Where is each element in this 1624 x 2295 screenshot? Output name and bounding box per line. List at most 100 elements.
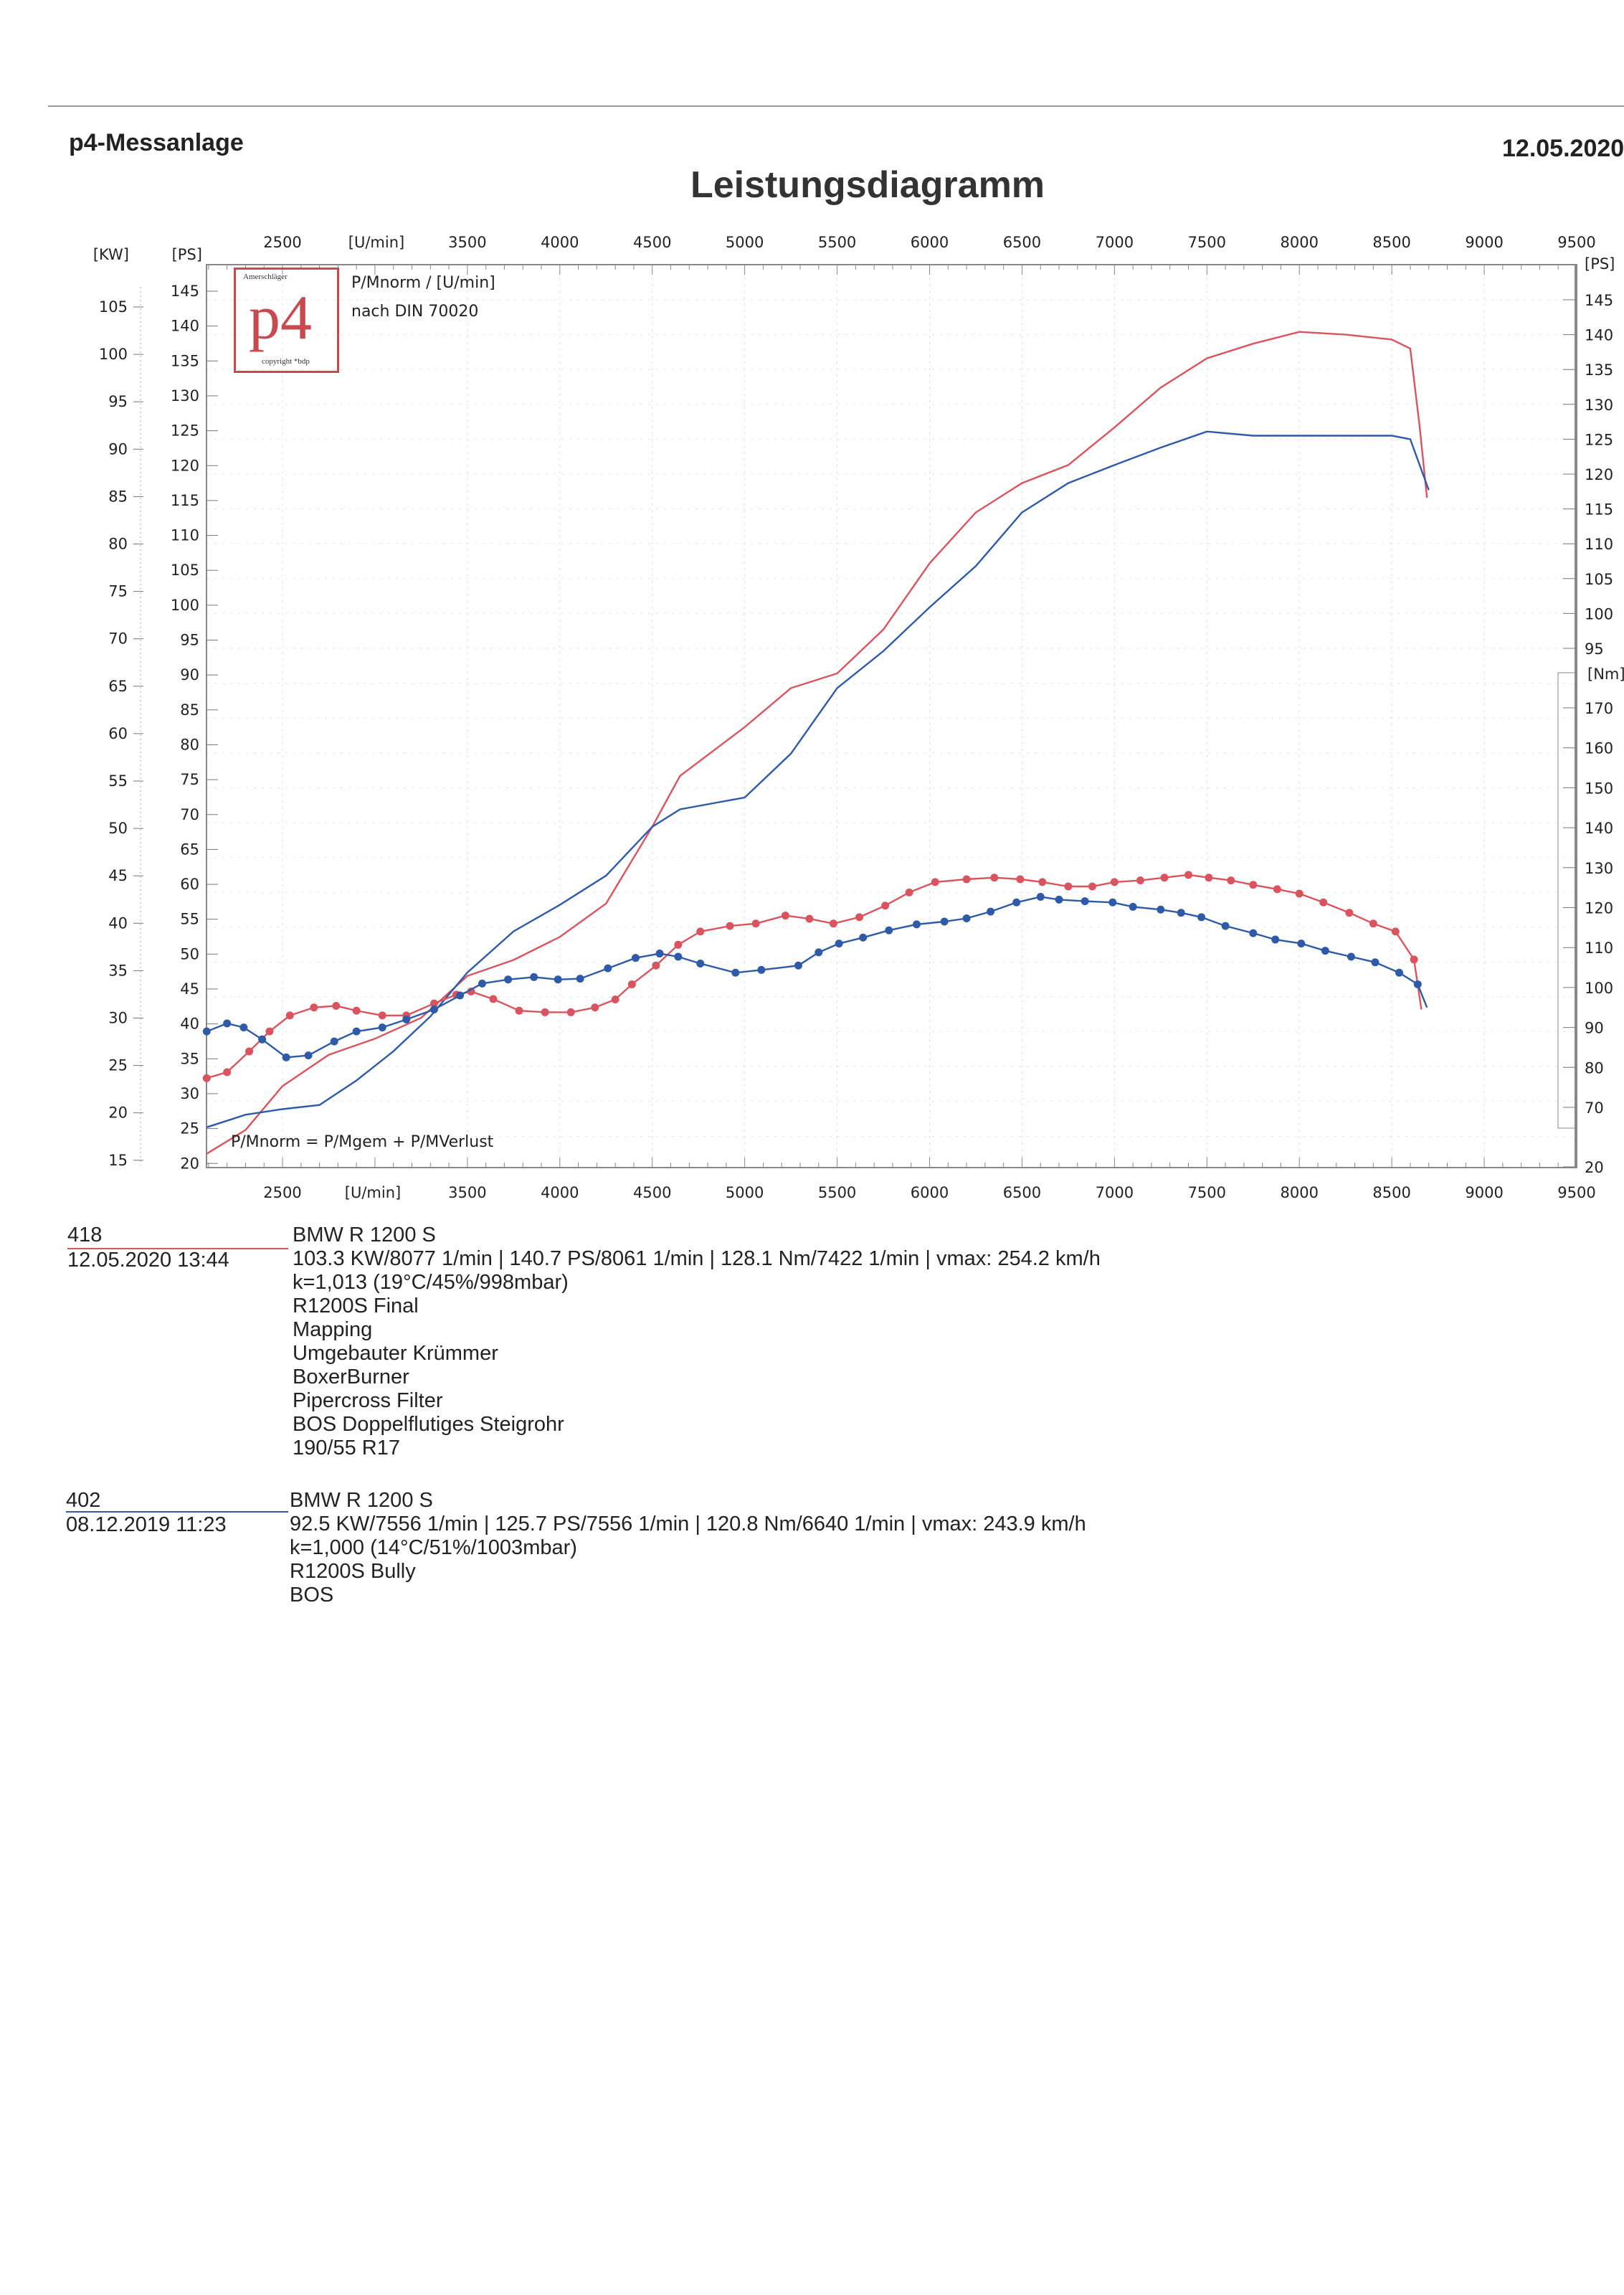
ps-left-tick-label: 125 bbox=[171, 422, 199, 440]
nm-tick-label: 80 bbox=[1585, 1059, 1604, 1076]
torque-point-402 bbox=[1177, 909, 1185, 917]
torque-point-402 bbox=[1197, 913, 1206, 922]
nm-tick-label: 130 bbox=[1585, 860, 1613, 877]
torque-point-402 bbox=[632, 954, 640, 962]
x-tick-label-bottom: 5000 bbox=[726, 1184, 764, 1201]
torque-point-418 bbox=[726, 922, 734, 930]
x-tick-label-bottom: 7000 bbox=[1096, 1184, 1134, 1201]
torque-point-402 bbox=[330, 1037, 338, 1046]
run-line: 103.3 KW/8077 1/min | 140.7 PS/8061 1/mi… bbox=[293, 1247, 1101, 1270]
torque-point-402 bbox=[987, 907, 995, 916]
torque-point-402 bbox=[962, 914, 971, 923]
torque-point-402 bbox=[530, 973, 538, 981]
kw-tick-label: 45 bbox=[108, 867, 128, 884]
x-tick-label-bottom: 9000 bbox=[1465, 1184, 1503, 1201]
kw-tick-label: 30 bbox=[108, 1010, 128, 1027]
kw-tick-label: 90 bbox=[108, 440, 128, 458]
torque-point-402 bbox=[604, 964, 612, 973]
ps-right-tick-label: 100 bbox=[1585, 605, 1613, 623]
x-tick-label-bottom: 5500 bbox=[818, 1184, 856, 1201]
torque-point-402 bbox=[912, 920, 921, 929]
torque-point-418 bbox=[245, 1047, 254, 1056]
kw-tick-label: 80 bbox=[108, 536, 128, 553]
run-line: 92.5 KW/7556 1/min | 125.7 PS/7556 1/min… bbox=[290, 1513, 1086, 1535]
ps-left-tick-label: 30 bbox=[180, 1085, 199, 1102]
formula-note: P/Mnorm = P/Mgem + P/MVerlust bbox=[231, 1133, 494, 1151]
torque-point-402 bbox=[304, 1051, 313, 1060]
torque-point-402 bbox=[258, 1035, 267, 1044]
torque-point-418 bbox=[202, 1074, 211, 1082]
header-date: 12.05.2020 bbox=[1502, 135, 1624, 162]
legend-line-1: P/Mnorm / [U/min] bbox=[351, 274, 495, 292]
torque-point-402 bbox=[794, 961, 802, 970]
ps-left-tick-label: 100 bbox=[171, 597, 199, 614]
ps-left-tick-label: 85 bbox=[180, 701, 199, 719]
x-tick-label-bottom: 8500 bbox=[1372, 1184, 1410, 1201]
plot-frame bbox=[206, 264, 1577, 1168]
run-line: k=1,013 (19°C/45%/998mbar) bbox=[293, 1271, 569, 1294]
run-datetime-418: 12.05.2020 13:44 bbox=[67, 1249, 229, 1272]
ps-left-tick-label: 20 bbox=[180, 1155, 199, 1172]
x-axis-label-top: [U/min] bbox=[348, 234, 404, 251]
kw-tick-label: 60 bbox=[108, 725, 128, 742]
ps-left-tick-label: 80 bbox=[180, 736, 199, 753]
torque-point-402 bbox=[576, 975, 584, 983]
torque-point-418 bbox=[674, 940, 683, 949]
torque-point-418 bbox=[285, 1011, 294, 1020]
power-curve-402 bbox=[206, 430, 1430, 1128]
torque-point-418 bbox=[310, 1003, 318, 1012]
ps-right-axis-label: [PS] bbox=[1585, 255, 1615, 273]
torque-point-418 bbox=[652, 961, 660, 970]
logo-copyright: copyright *bdp bbox=[262, 357, 310, 366]
torque-point-402 bbox=[1413, 980, 1422, 988]
run-line: BMW R 1200 S bbox=[293, 1224, 436, 1246]
kw-tick-label: 105 bbox=[99, 298, 128, 316]
nm-tick-label: 170 bbox=[1585, 700, 1613, 717]
x-tick-label-top: 7000 bbox=[1096, 234, 1134, 251]
run-line: BOS Doppelflutiges Steigrohr bbox=[293, 1413, 564, 1436]
torque-point-402 bbox=[655, 950, 664, 958]
run-line: Mapping bbox=[293, 1318, 373, 1341]
torque-point-402 bbox=[940, 917, 949, 926]
page-title: Leistungsdiagramm bbox=[690, 164, 1045, 206]
run-line: BMW R 1200 S bbox=[290, 1489, 433, 1512]
ps-left-tick-label: 130 bbox=[171, 387, 199, 404]
ps-left-axis-label: [PS] bbox=[172, 246, 202, 263]
torque-point-402 bbox=[885, 926, 893, 934]
torque-point-418 bbox=[990, 874, 999, 882]
ps-right-tick-label: 125 bbox=[1585, 431, 1613, 448]
torque-point-418 bbox=[515, 1006, 523, 1015]
kw-tick-label: 15 bbox=[108, 1152, 128, 1169]
torque-point-418 bbox=[223, 1068, 232, 1076]
x-tick-label-top: 5500 bbox=[818, 234, 856, 251]
x-tick-label-bottom: 2500 bbox=[263, 1184, 301, 1201]
torque-point-418 bbox=[1184, 871, 1193, 879]
nm-tick-label: 140 bbox=[1585, 820, 1613, 837]
ps-left-tick-label: 120 bbox=[171, 457, 199, 474]
torque-point-418 bbox=[541, 1008, 549, 1016]
torque-point-402 bbox=[815, 948, 823, 957]
kw-axis-label: [KW] bbox=[93, 246, 129, 263]
run-id-402: 402 bbox=[66, 1489, 101, 1512]
torque-point-402 bbox=[1249, 929, 1258, 937]
kw-tick-label: 75 bbox=[108, 583, 128, 600]
nm-tick-label: 70 bbox=[1585, 1099, 1604, 1117]
torque-point-402 bbox=[1321, 947, 1329, 955]
run-details-418: BMW R 1200 S 103.3 KW/8077 1/min | 140.7… bbox=[293, 1224, 1101, 1460]
torque-point-418 bbox=[566, 1008, 575, 1016]
x-tick-label-top: 7500 bbox=[1188, 234, 1226, 251]
run-line: 190/55 R17 bbox=[293, 1437, 400, 1459]
x-tick-label-top: 8500 bbox=[1372, 234, 1410, 251]
ps-left-tick-label: 70 bbox=[180, 806, 199, 823]
x-tick-label-bottom: 6500 bbox=[1003, 1184, 1041, 1201]
torque-point-402 bbox=[1221, 922, 1230, 930]
torque-point-418 bbox=[751, 919, 760, 928]
ps-right-tick-label: 105 bbox=[1585, 571, 1613, 588]
torque-curve-402 bbox=[206, 896, 1428, 1059]
ps-left-tick-label: 55 bbox=[180, 911, 199, 928]
ps-left-tick-label: 90 bbox=[180, 666, 199, 683]
torque-point-418 bbox=[265, 1027, 274, 1036]
torque-point-402 bbox=[696, 959, 705, 967]
torque-point-402 bbox=[282, 1053, 290, 1061]
torque-point-418 bbox=[855, 913, 864, 922]
